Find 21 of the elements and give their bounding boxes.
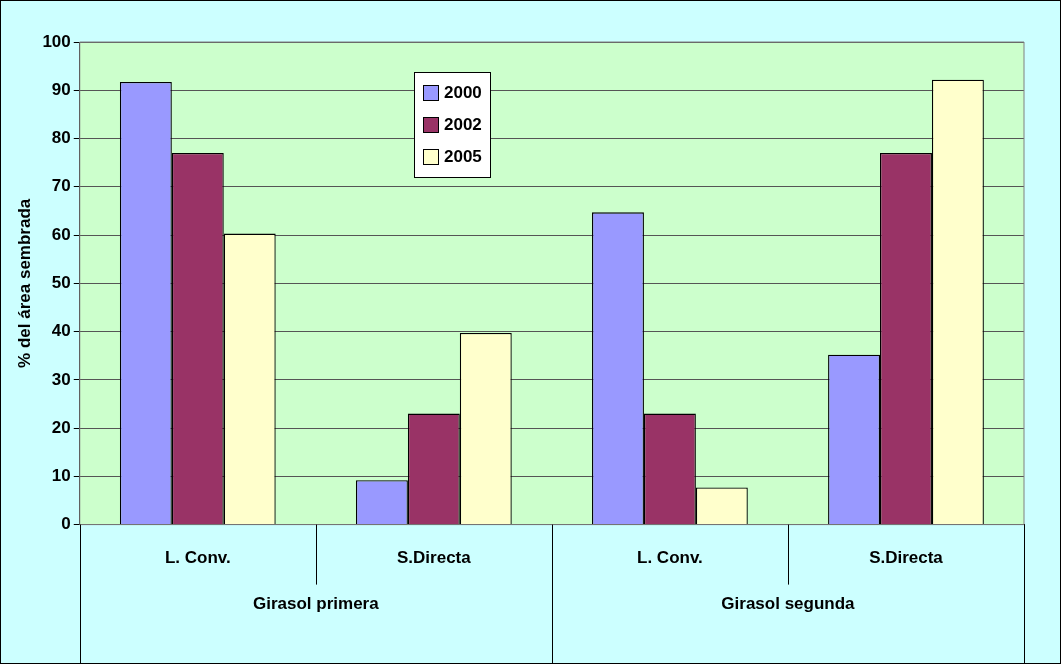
- text: Girasol segunda: [721, 594, 856, 614]
- x-tick-label: L. Conv.: [164, 548, 231, 568]
- x-tick-label: S.Directa: [397, 548, 472, 568]
- y-axis-title: % del área sembrada: [14, 198, 34, 368]
- x-tick-label: L. Conv.: [637, 548, 703, 568]
- y-tick-label: 0: [61, 514, 71, 534]
- y-tick-label: 60: [51, 224, 71, 244]
- text: Girasol primera: [252, 594, 380, 614]
- y-tick-label: 80: [51, 128, 71, 148]
- y-tick-label: 100: [42, 31, 71, 51]
- y-tick-label: 20: [51, 417, 71, 437]
- legend-label: 2000: [444, 83, 482, 103]
- y-tick-label: 90: [51, 79, 71, 99]
- y-tick-label: 50: [51, 272, 71, 292]
- x-tick-label: S.Directa: [869, 548, 944, 568]
- y-tick-label: 30: [51, 369, 71, 389]
- y-tick-label: 40: [51, 321, 71, 341]
- y-tick-label: 70: [51, 176, 71, 196]
- legend-label: 2005: [444, 147, 482, 167]
- legend-label: 2002: [444, 115, 482, 135]
- y-tick-label: 10: [51, 466, 71, 486]
